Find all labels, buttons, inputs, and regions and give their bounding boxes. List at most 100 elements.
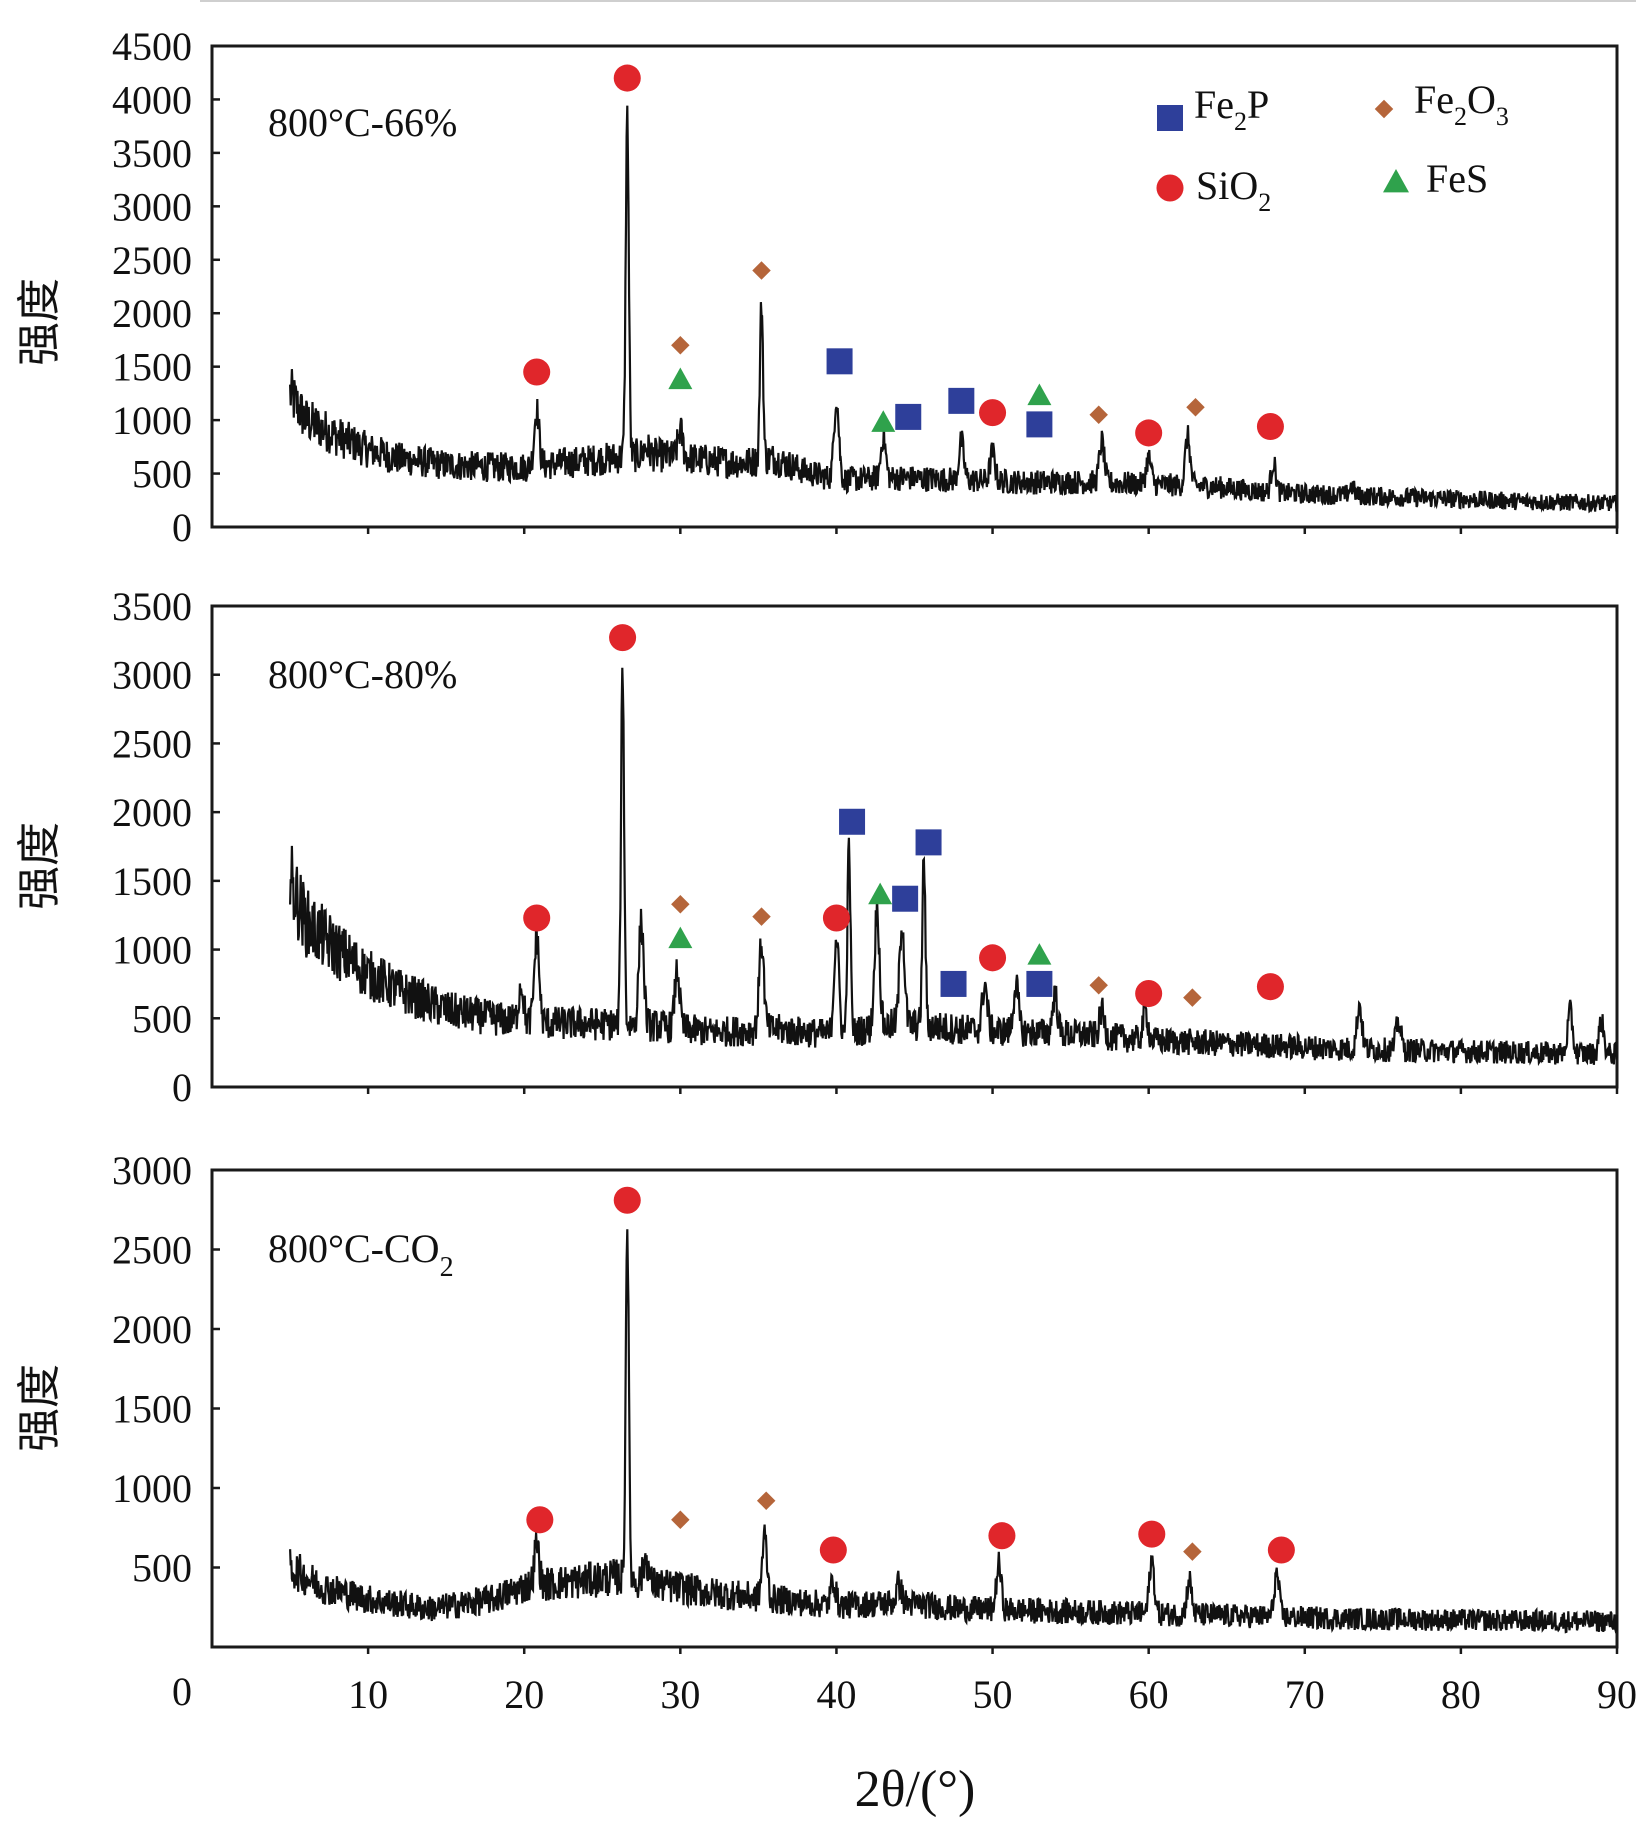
panel-800c-co2: 0 500 1000 1500 2000 2500 3000 10 20 30 40 50 60 70 8…: [15, 1148, 1636, 1818]
y-axis-label: 强度: [15, 822, 64, 910]
diffraction-trace: [289, 105, 1618, 514]
marker-fe2o3: [1186, 398, 1205, 417]
x-tick-label: 90: [1597, 1672, 1636, 1717]
panel-label: 800°C-66%: [268, 100, 457, 145]
y-tick-label: 1500: [112, 1387, 192, 1432]
marker-fe2o3: [671, 894, 690, 914]
marker-fe2p: [948, 387, 975, 414]
y-tick-label: 1500: [112, 859, 192, 904]
y-tick-label: 2500: [112, 238, 192, 283]
marker-sio2: [523, 358, 551, 386]
marker-sio2: [613, 64, 641, 92]
marker-sio2: [822, 904, 850, 932]
y-axis-label: 强度: [15, 278, 64, 366]
x-tick-label: 40: [816, 1672, 856, 1717]
panel-800c-66: 0 500 1000 1500 2000 2500 3000 3500 4000 4500 800…: [15, 24, 1619, 550]
plot-frame: [210, 604, 1619, 1089]
y-tick-label: 2000: [112, 1307, 192, 1352]
y-axis-label: 强度: [15, 1364, 64, 1452]
panel-label-main: 800°C-CO: [268, 1226, 440, 1271]
y-tick-label: 1000: [112, 398, 192, 443]
legend-sio2-label: SiO2: [1196, 163, 1271, 217]
y-tick-label: 3000: [112, 184, 192, 229]
y-axis-ticks: 0 500 1000 1500 2000 2500 3000 3500: [112, 584, 220, 1110]
y-tick-label: 2500: [112, 1228, 192, 1273]
legend: Fe2P Fe2O3 SiO2 FeS: [1156, 77, 1509, 217]
x-axis-ticks: [366, 1087, 1619, 1094]
y-tick-label: 3500: [112, 584, 192, 629]
panel-label: 800°C-CO2: [268, 1226, 454, 1283]
marker-fe2o3: [671, 336, 690, 355]
y-tick-label: 0: [172, 505, 192, 550]
marker-sio2: [1256, 973, 1284, 1001]
panel-800c-80: 0 500 1000 1500 2000 2500 3000 3500 800°C-80% 强…: [15, 584, 1619, 1110]
marker-fe2p: [915, 829, 942, 856]
marker-fe2p: [826, 348, 853, 375]
marker-sio2: [1256, 413, 1284, 441]
marker-fes: [871, 410, 896, 432]
marker-sio2: [819, 1536, 847, 1564]
y-tick-label: 1000: [112, 928, 192, 973]
plot-frame: [210, 44, 1619, 529]
y-tick-label: 2000: [112, 291, 192, 336]
y-axis-ticks: 0 500 1000 1500 2000 2500 3000 3500 4000 4500: [112, 24, 220, 550]
legend-fe2o3-label: Fe2O3: [1414, 77, 1509, 131]
marker-sio2: [609, 624, 637, 652]
y-tick-label: 3500: [112, 131, 192, 176]
marker-fe2o3: [1183, 988, 1202, 1007]
y-tick-label: 2500: [112, 721, 192, 766]
x-tick-label: 70: [1285, 1672, 1325, 1717]
marker-sio2: [1135, 980, 1163, 1008]
legend-sio2-icon: [1156, 174, 1184, 202]
marker-sio2: [979, 399, 1007, 427]
y-tick-label: 0: [172, 1669, 192, 1714]
x-axis-label: 2θ/(°): [855, 1761, 976, 1818]
legend-fes-label: FeS: [1426, 156, 1488, 201]
marker-fe2o3: [671, 1510, 690, 1530]
marker-fe2o3: [1089, 405, 1108, 425]
y-tick-label: 500: [132, 452, 192, 497]
x-axis-tick-labels: 10 20 30 40 50 60 70 80 90: [348, 1672, 1636, 1717]
legend-fe2p-label: Fe2P: [1194, 82, 1269, 136]
marker-fe2p: [1026, 411, 1053, 438]
y-tick-label: 3000: [112, 1148, 192, 1193]
phase-markers: [523, 64, 1284, 447]
marker-fe2o3: [752, 261, 771, 280]
x-tick-label: 80: [1441, 1672, 1481, 1717]
x-axis-ticks: [366, 1647, 1619, 1654]
y-tick-label: 500: [132, 996, 192, 1041]
marker-fes: [1027, 383, 1052, 406]
y-tick-label: 0: [172, 1065, 192, 1110]
x-tick-label: 30: [660, 1672, 700, 1717]
panel-label-sub: 2: [440, 1252, 454, 1283]
x-tick-label: 50: [973, 1672, 1013, 1717]
y-tick-label: 4500: [112, 24, 192, 69]
legend-fe2p-icon: [1157, 105, 1183, 131]
x-axis-ticks: [366, 527, 1619, 534]
phase-markers: [526, 1186, 1295, 1564]
marker-fe2p: [1026, 970, 1053, 997]
marker-sio2: [526, 1506, 554, 1534]
y-tick-label: 4000: [112, 77, 192, 122]
y-tick-label: 1000: [112, 1466, 192, 1511]
diffraction-trace: [289, 667, 1618, 1067]
legend-fes-icon: [1383, 169, 1409, 193]
y-tick-label: 3000: [112, 653, 192, 698]
marker-fe2p: [839, 808, 866, 835]
marker-fe2o3: [1183, 1542, 1202, 1561]
marker-sio2: [1135, 419, 1163, 447]
marker-sio2: [613, 1186, 641, 1214]
marker-sio2: [523, 904, 551, 932]
marker-fes: [868, 882, 893, 905]
y-tick-label: 2000: [112, 790, 192, 835]
legend-fe2o3-icon: [1374, 99, 1394, 119]
x-tick-label: 60: [1129, 1672, 1169, 1717]
marker-fes: [1027, 943, 1052, 965]
x-tick-label: 10: [348, 1672, 388, 1717]
marker-fes: [668, 367, 693, 390]
marker-sio2: [988, 1522, 1016, 1550]
marker-fe2o3: [752, 907, 771, 926]
marker-fe2p: [895, 403, 922, 430]
marker-fes: [668, 926, 693, 949]
y-tick-label: 1500: [112, 345, 192, 390]
